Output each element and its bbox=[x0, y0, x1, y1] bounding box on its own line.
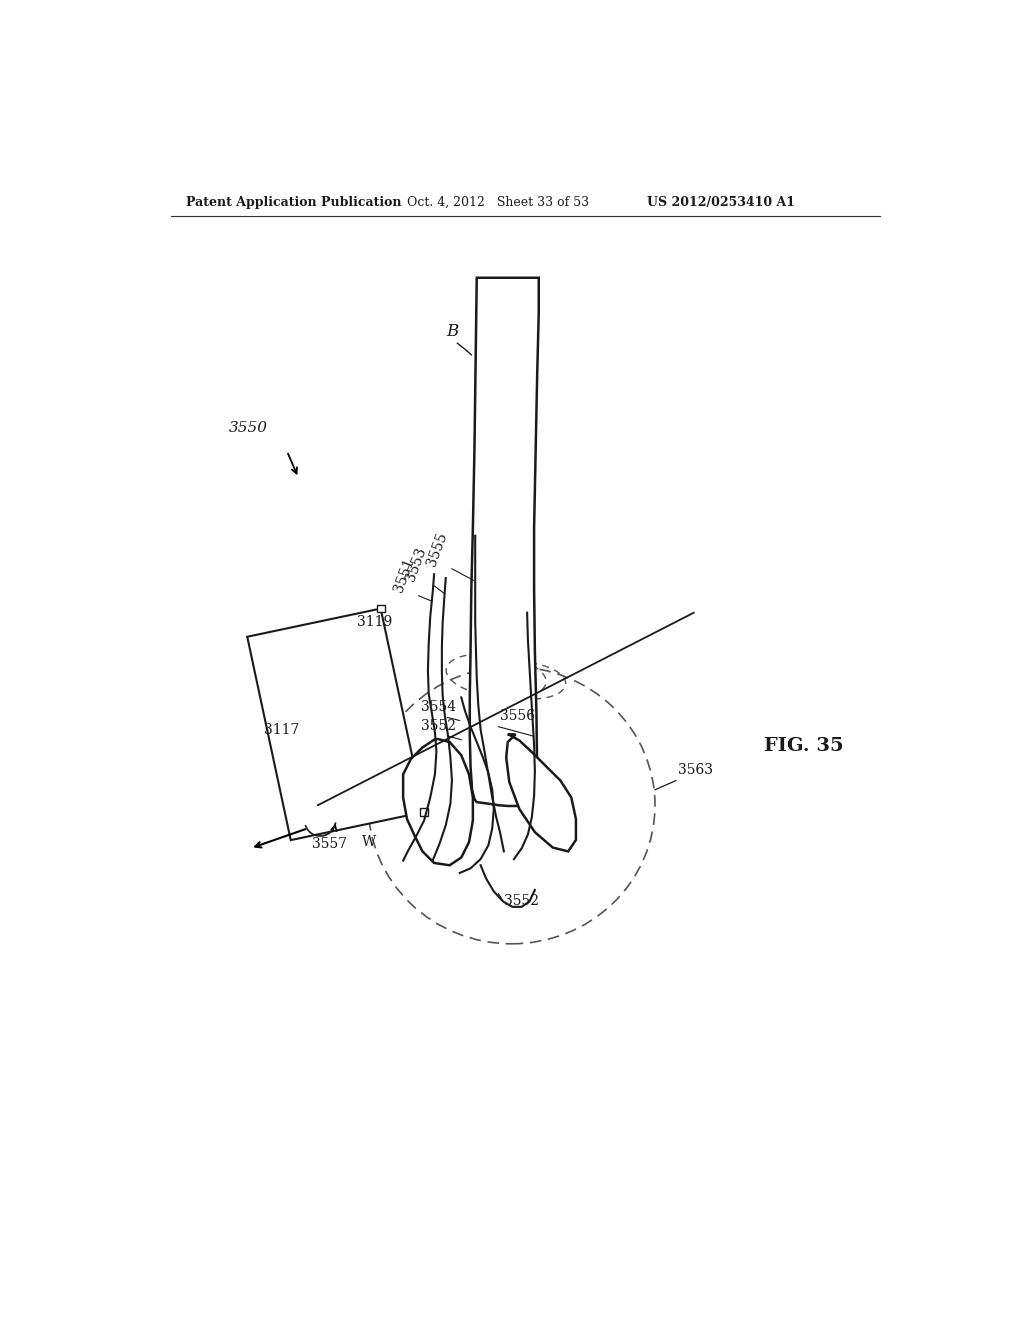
Text: 3554: 3554 bbox=[421, 700, 456, 714]
Text: 3119: 3119 bbox=[357, 615, 392, 628]
Polygon shape bbox=[247, 609, 424, 840]
Text: W: W bbox=[362, 836, 376, 849]
Text: Patent Application Publication: Patent Application Publication bbox=[186, 197, 401, 209]
Text: 3563: 3563 bbox=[678, 763, 714, 777]
Text: 3556: 3556 bbox=[500, 710, 535, 723]
Polygon shape bbox=[506, 734, 575, 851]
Text: 3117: 3117 bbox=[263, 723, 299, 738]
Polygon shape bbox=[377, 605, 385, 612]
Text: US 2012/0253410 A1: US 2012/0253410 A1 bbox=[647, 197, 796, 209]
Polygon shape bbox=[403, 739, 473, 866]
Text: 3555: 3555 bbox=[425, 531, 450, 568]
Polygon shape bbox=[470, 277, 539, 807]
Text: 3551: 3551 bbox=[391, 556, 417, 594]
Text: FIG. 35: FIG. 35 bbox=[764, 738, 843, 755]
Text: 3552: 3552 bbox=[504, 895, 539, 908]
Text: Oct. 4, 2012   Sheet 33 of 53: Oct. 4, 2012 Sheet 33 of 53 bbox=[407, 197, 589, 209]
Text: 3557: 3557 bbox=[311, 837, 347, 850]
Text: 3553: 3553 bbox=[403, 545, 429, 583]
Text: B: B bbox=[445, 322, 458, 339]
Polygon shape bbox=[420, 808, 428, 816]
Text: 3552: 3552 bbox=[421, 718, 456, 733]
Text: 3550: 3550 bbox=[228, 421, 267, 434]
